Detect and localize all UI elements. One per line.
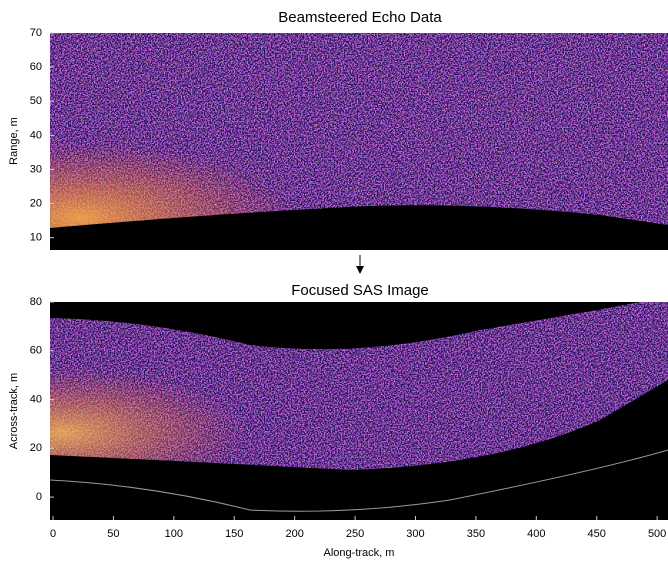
x-tick-label: 350 (467, 528, 485, 540)
y-axis-label: Across-track, m (8, 373, 20, 449)
y-tick-label: 20 (30, 442, 42, 454)
chart-title: Beamsteered Echo Data (278, 9, 442, 26)
y-tick-label: 30 (30, 163, 42, 175)
echo-image (50, 33, 668, 250)
y-tick-label: 40 (30, 129, 42, 141)
y-tick-label: 80 (30, 296, 42, 308)
x-tick-label: 150 (225, 528, 243, 540)
x-tick-label: 200 (285, 528, 303, 540)
x-tick-label: 50 (107, 528, 119, 540)
chart-title: Focused SAS Image (291, 282, 429, 299)
y-tick-label: 40 (30, 393, 42, 405)
x-tick-label: 500 (648, 528, 666, 540)
y-tick-label: 60 (30, 345, 42, 357)
x-tick-label: 400 (527, 528, 545, 540)
x-tick-label: 250 (346, 528, 364, 540)
y-tick-label: 10 (30, 232, 42, 244)
x-tick-label: 450 (588, 528, 606, 540)
x-axis-label: Along-track, m (324, 547, 395, 559)
x-tick-label: 100 (165, 528, 183, 540)
sas-image (50, 302, 668, 520)
y-tick-label: 60 (30, 61, 42, 73)
y-tick-label: 70 (30, 27, 42, 39)
y-tick-label: 50 (30, 95, 42, 107)
y-tick-label: 0 (36, 491, 42, 503)
arrow (356, 255, 364, 274)
y-tick-label: 20 (30, 198, 42, 210)
x-tick-label: 300 (406, 528, 424, 540)
y-axis-label: Range, m (8, 117, 20, 165)
x-tick-label: 0 (50, 528, 56, 540)
